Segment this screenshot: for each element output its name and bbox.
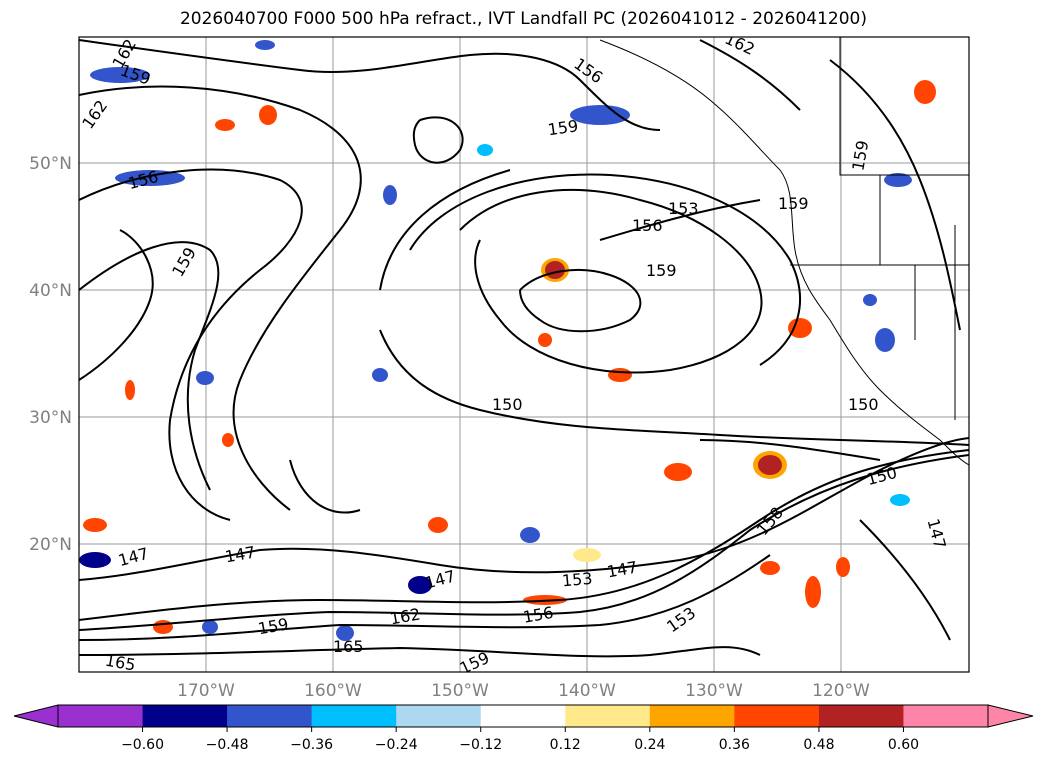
colorbar-cell bbox=[396, 705, 482, 727]
colorbar-tick-label: −0.24 bbox=[375, 737, 418, 753]
colorbar-tick-label: 0.48 bbox=[803, 737, 834, 753]
contour-label: 165 bbox=[104, 651, 137, 675]
ivt-fill-shading bbox=[79, 40, 936, 641]
contour-label: 156 bbox=[632, 216, 663, 235]
contour-label: 159 bbox=[646, 261, 677, 280]
colorbar-over-extension bbox=[987, 704, 1034, 728]
contour-label: 165 bbox=[333, 637, 364, 656]
coastline bbox=[599, 37, 969, 466]
colorbar-tick-label: 0.60 bbox=[888, 737, 919, 753]
lat-label: 40°N bbox=[29, 281, 72, 301]
lon-label: 140°W bbox=[558, 681, 616, 701]
lat-label: 20°N bbox=[29, 535, 72, 555]
colorbar-tick-label: −0.60 bbox=[121, 737, 164, 753]
lon-label: 150°W bbox=[431, 681, 489, 701]
contour-label: 153 bbox=[561, 569, 593, 591]
colorbar-under-extension bbox=[13, 704, 59, 728]
map-frame bbox=[78, 36, 970, 673]
lat-label: 30°N bbox=[29, 408, 72, 428]
contour-label: 150 bbox=[848, 395, 879, 414]
colorbar-cell bbox=[903, 705, 989, 727]
lon-label: 160°W bbox=[304, 681, 362, 701]
colorbar-cell bbox=[818, 705, 904, 727]
contour-label: 150 bbox=[492, 395, 523, 414]
map-area bbox=[79, 37, 969, 672]
lon-label: 170°W bbox=[177, 681, 235, 701]
lat-label: 50°N bbox=[29, 154, 72, 174]
colorbar: −0.60 −0.48 −0.36 −0.24 −0.12 0.12 0.24 0.36 0.4… bbox=[13, 704, 1034, 753]
colorbar-tick-label: −0.48 bbox=[206, 737, 249, 753]
colorbar-cell bbox=[227, 705, 313, 727]
colorbar-cell bbox=[565, 705, 651, 727]
lon-label: 130°W bbox=[685, 681, 743, 701]
colorbar-cell bbox=[649, 705, 735, 727]
colorbar-cell bbox=[142, 705, 228, 727]
colorbar-frame bbox=[57, 704, 989, 728]
colorbar-tick-label: 0.24 bbox=[634, 737, 665, 753]
longitude-labels: 170°W 160°W 150°W 140°W 130°W 120°W bbox=[177, 681, 870, 701]
refractivity-contours bbox=[79, 39, 969, 658]
colorbar-cell bbox=[311, 705, 397, 727]
colorbar-tick-label: −0.36 bbox=[290, 737, 333, 753]
colorbar-cell bbox=[734, 705, 820, 727]
colorbar-tick-label: −0.12 bbox=[459, 737, 502, 753]
contour-label: 159 bbox=[546, 116, 579, 139]
lon-label: 120°W bbox=[812, 681, 870, 701]
colorbar-cell bbox=[58, 705, 144, 727]
colorbar-tick-label: 0.36 bbox=[719, 737, 750, 753]
colorbar-cell bbox=[480, 705, 566, 727]
map-title: 2026040700 F000 500 hPa refract., IVT La… bbox=[179, 9, 867, 29]
latitude-labels: 50°N 40°N 30°N 20°N bbox=[29, 154, 72, 555]
contour-label: 153 bbox=[668, 199, 699, 218]
gridlines bbox=[79, 37, 969, 672]
contour-label: 159 bbox=[778, 194, 809, 213]
colorbar-tick-label: 0.12 bbox=[550, 737, 581, 753]
